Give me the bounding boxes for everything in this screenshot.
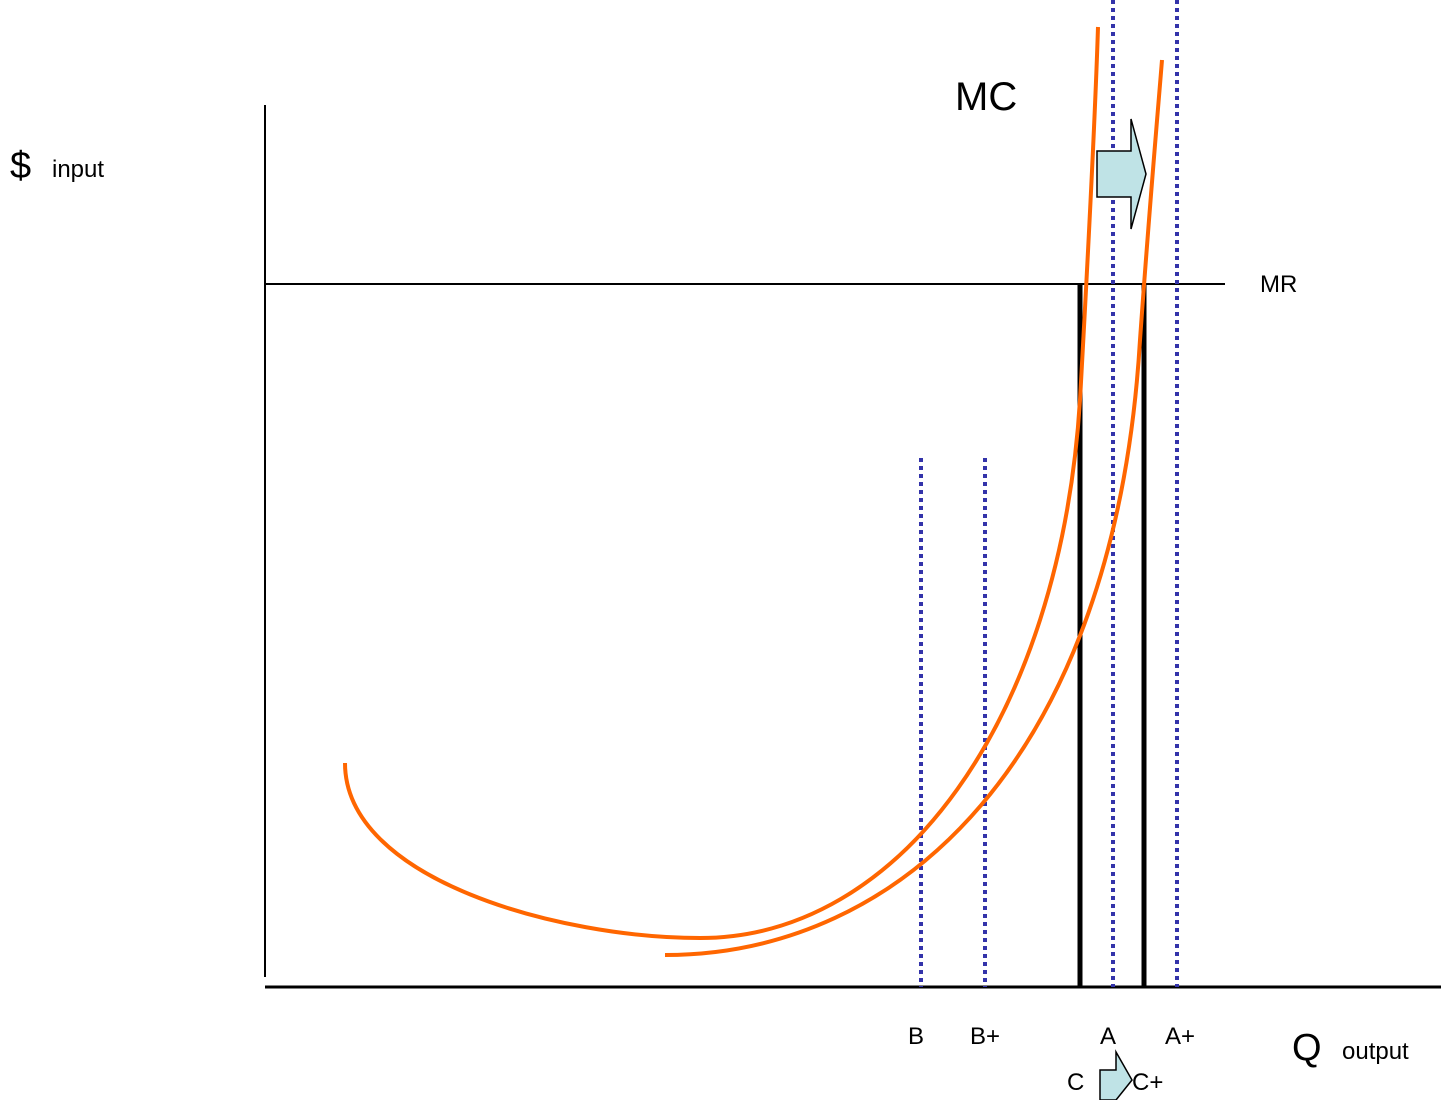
mr-label: MR bbox=[1260, 271, 1297, 298]
mc-label: MC bbox=[955, 75, 1017, 119]
y-axis-word: input bbox=[52, 156, 104, 183]
tick-label-c: C bbox=[1067, 1069, 1084, 1096]
tick-label-b: B bbox=[908, 1023, 924, 1050]
tick-label-b-plus: B+ bbox=[970, 1023, 1000, 1050]
tick-label-a: A bbox=[1100, 1023, 1116, 1050]
x-axis-symbol: Q bbox=[1292, 1027, 1322, 1069]
y-axis-symbol: $ bbox=[10, 145, 31, 187]
x-axis-word: output bbox=[1342, 1038, 1409, 1065]
tick-label-a-plus: A+ bbox=[1165, 1023, 1195, 1050]
mc-curve-original bbox=[343, 26, 1100, 941]
shift-arrow-small-icon bbox=[1099, 1049, 1133, 1100]
tick-label-c-plus: C+ bbox=[1132, 1069, 1163, 1096]
mc-curve-shifted bbox=[664, 59, 1164, 957]
shift-arrow-icon bbox=[1096, 118, 1147, 230]
